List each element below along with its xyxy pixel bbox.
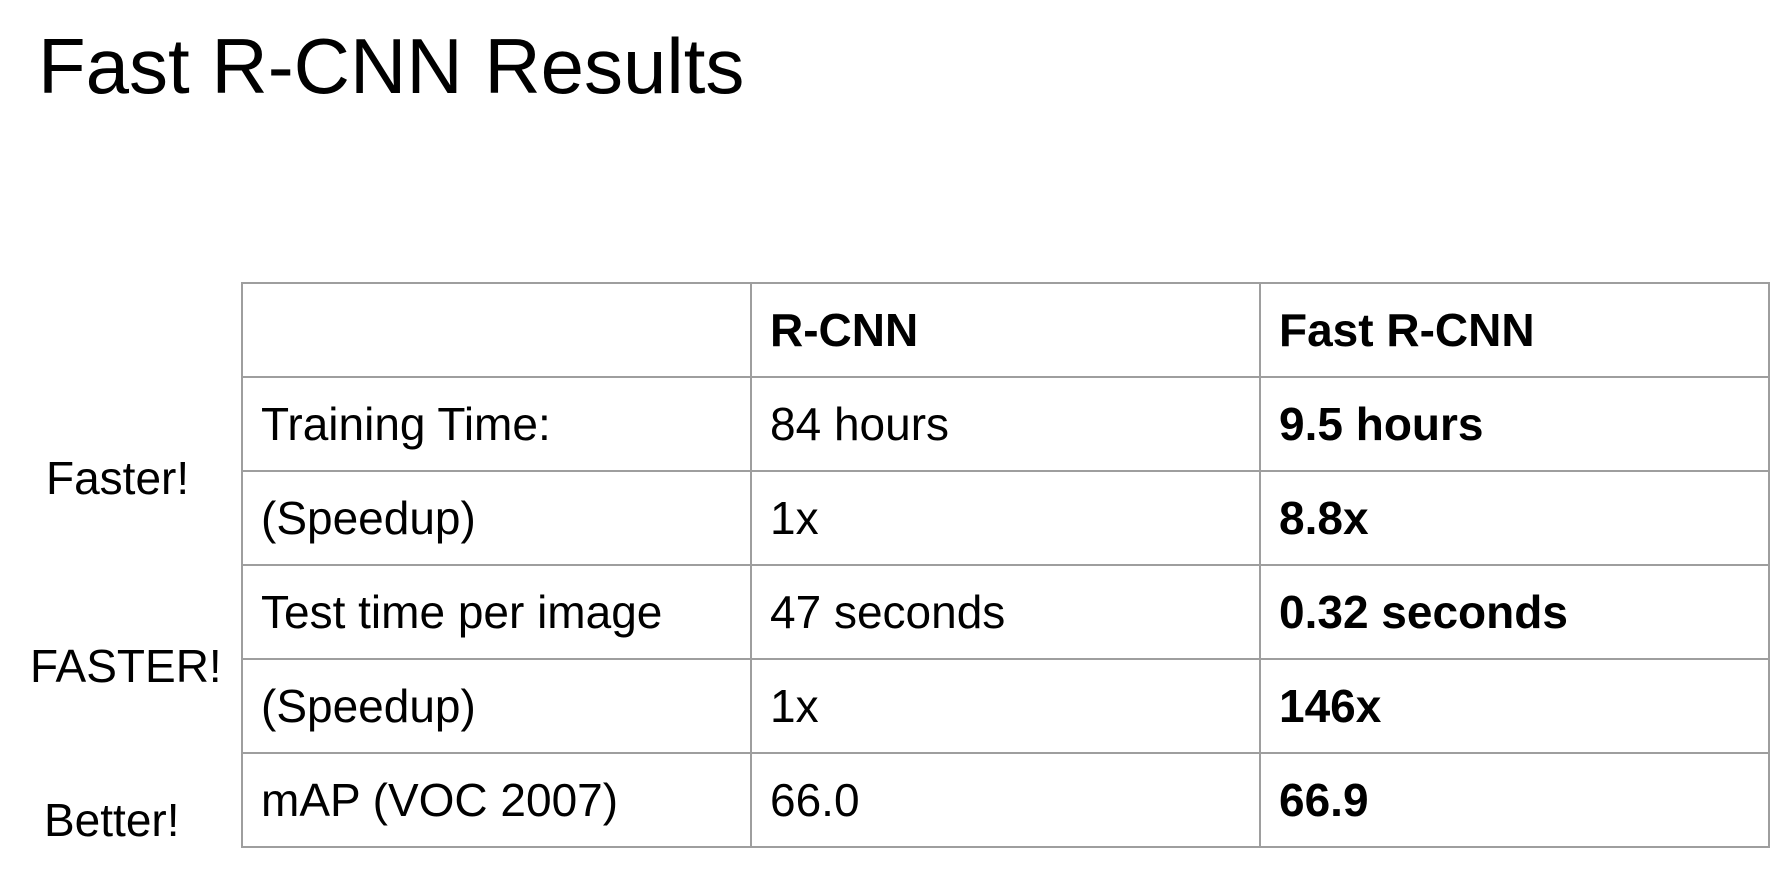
fast-rcnn-value-cell: 0.32 seconds	[1259, 564, 1770, 660]
rcnn-value-cell: 66.0	[750, 752, 1261, 848]
results-table: R-CNN Fast R-CNN Training Time: 84 hours…	[241, 282, 1770, 848]
row-label-cell: (Speedup)	[241, 658, 752, 754]
fast-rcnn-value-cell: 66.9	[1259, 752, 1770, 848]
rcnn-value-cell: 47 seconds	[750, 564, 1261, 660]
table-row: Training Time: 84 hours 9.5 hours	[241, 376, 1770, 472]
fast-rcnn-value-cell: 9.5 hours	[1259, 376, 1770, 472]
side-note-faster: Faster!	[46, 452, 190, 504]
row-label-cell: Training Time:	[241, 376, 752, 472]
header-cell-fast-rcnn: Fast R-CNN	[1259, 282, 1770, 378]
row-label-cell: (Speedup)	[241, 470, 752, 566]
rcnn-value-cell: 84 hours	[750, 376, 1261, 472]
table-row: Test time per image 47 seconds 0.32 seco…	[241, 564, 1770, 660]
rcnn-value-cell: 1x	[750, 658, 1261, 754]
fast-rcnn-value-cell: 8.8x	[1259, 470, 1770, 566]
table-row: (Speedup) 1x 8.8x	[241, 470, 1770, 566]
side-note-better: Better!	[44, 794, 180, 846]
table-row: (Speedup) 1x 146x	[241, 658, 1770, 754]
header-cell-rcnn: R-CNN	[750, 282, 1261, 378]
table-header-row: R-CNN Fast R-CNN	[241, 282, 1770, 378]
header-cell-empty	[241, 282, 752, 378]
row-label-cell: mAP (VOC 2007)	[241, 752, 752, 848]
table-row: mAP (VOC 2007) 66.0 66.9	[241, 752, 1770, 848]
row-label-cell: Test time per image	[241, 564, 752, 660]
side-note-faster-caps: FASTER!	[30, 640, 222, 692]
fast-rcnn-value-cell: 146x	[1259, 658, 1770, 754]
rcnn-value-cell: 1x	[750, 470, 1261, 566]
slide-title: Fast R-CNN Results	[38, 22, 745, 110]
